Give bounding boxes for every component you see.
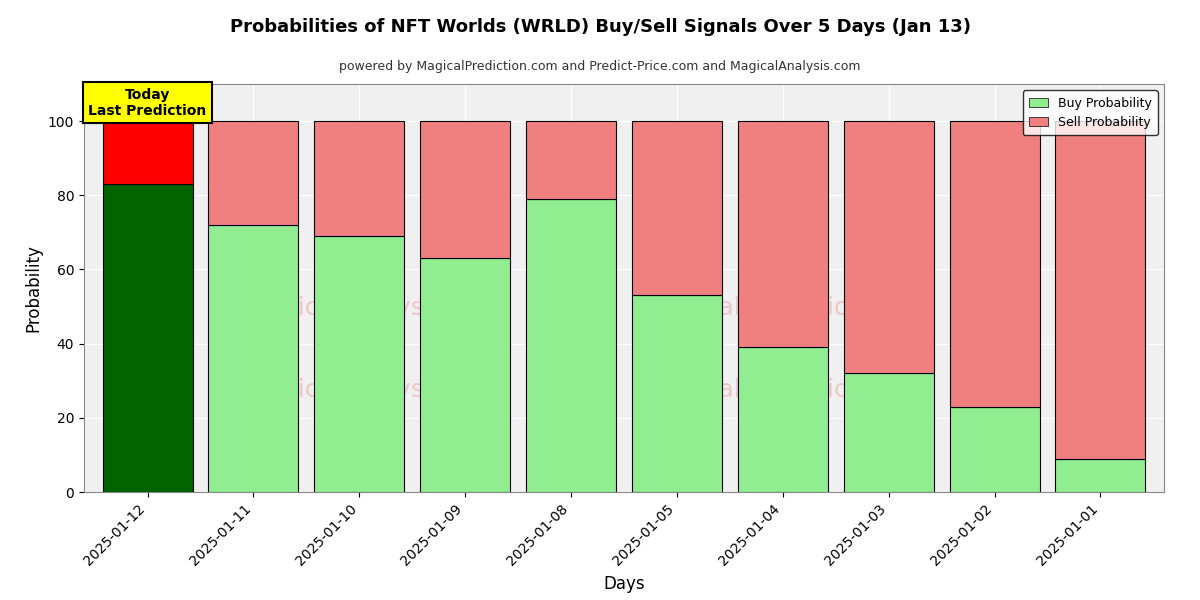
Bar — [209, 225, 299, 492]
Bar — [1056, 458, 1146, 492]
Bar — [632, 295, 722, 492]
Bar — [738, 347, 828, 492]
Text: powered by MagicalPrediction.com and Predict-Price.com and MagicalAnalysis.com: powered by MagicalPrediction.com and Pre… — [340, 60, 860, 73]
Text: MagicalAnalysis.com: MagicalAnalysis.com — [246, 378, 505, 402]
Text: MagicalPrediction.com: MagicalPrediction.com — [646, 296, 926, 320]
Text: MagicalAnalysis.com: MagicalAnalysis.com — [246, 296, 505, 320]
Bar — [949, 121, 1039, 407]
Bar — [209, 121, 299, 225]
Bar — [632, 121, 722, 295]
Bar — [420, 259, 510, 492]
Bar — [102, 121, 192, 184]
Legend: Buy Probability, Sell Probability: Buy Probability, Sell Probability — [1022, 90, 1158, 135]
X-axis label: Days: Days — [604, 575, 644, 593]
Bar — [526, 199, 616, 492]
Bar — [314, 121, 404, 236]
Bar — [1056, 121, 1146, 458]
Bar — [844, 373, 934, 492]
Y-axis label: Probability: Probability — [24, 244, 42, 332]
Bar — [102, 184, 192, 492]
Bar — [738, 121, 828, 347]
Bar — [526, 121, 616, 199]
Bar — [844, 121, 934, 373]
Text: Probabilities of NFT Worlds (WRLD) Buy/Sell Signals Over 5 Days (Jan 13): Probabilities of NFT Worlds (WRLD) Buy/S… — [229, 18, 971, 36]
Text: Today
Last Prediction: Today Last Prediction — [89, 88, 206, 118]
Bar — [420, 121, 510, 259]
Bar — [314, 236, 404, 492]
Text: MagicalPrediction.com: MagicalPrediction.com — [646, 378, 926, 402]
Bar — [949, 407, 1039, 492]
